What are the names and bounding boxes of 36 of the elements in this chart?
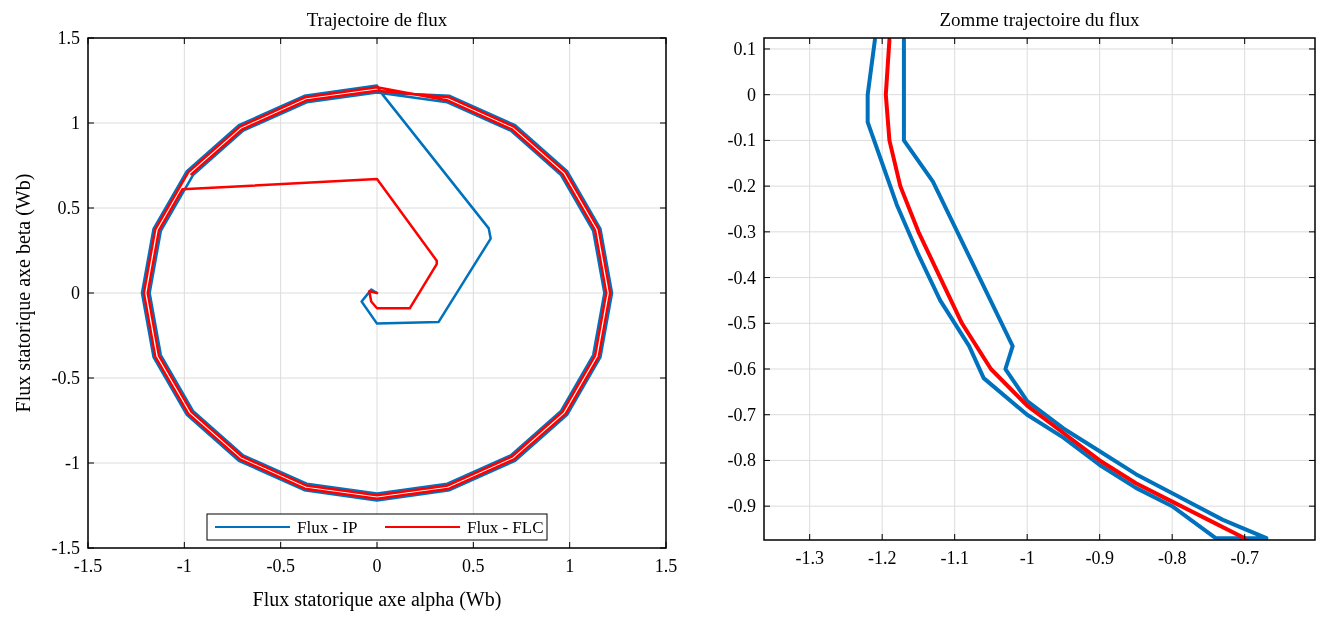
x-tick-label: -0.7 [1230,548,1259,568]
x-tick-label: 0.5 [462,556,485,576]
x-tick-label: 1 [565,556,575,576]
x-tick-label: -0.5 [266,556,295,576]
x-tick-label: -1 [1019,548,1035,568]
y-tick-label: -0.5 [727,313,756,334]
x-tick-label: -1 [176,556,192,576]
chart-title: Zomme trajectoire du flux [939,9,1140,30]
y-tick-label: -0.3 [727,221,756,242]
chart-title: Trajectoire de flux [306,9,448,30]
y-tick-label: -0.7 [727,404,756,425]
x-tick-label: -1.3 [795,548,824,568]
y-tick-label: -0.4 [727,267,756,288]
legend-label: Flux - FLC [467,518,544,537]
y-tick-label: -0.1 [727,130,756,151]
x-tick-label: 1.5 [654,556,678,576]
x-tick-label: 0 [372,556,382,576]
legend-label: Flux - IP [297,518,358,537]
x-tick-label: -0.8 [1157,548,1187,568]
y-tick-label: 0 [71,283,80,303]
y-tick-label: 0.5 [57,198,80,218]
x-axis-title: Flux statorique axe alpha (Wb) [252,588,502,611]
y-tick-label: -0.8 [727,450,756,471]
y-tick-label: -1 [65,453,80,473]
y-tick-label: 1.5 [57,28,80,48]
y-tick-label: 0.1 [733,38,756,59]
y-tick-label: -0.2 [727,176,756,197]
y-tick-label: -0.6 [727,359,756,380]
y-tick-label: 0 [747,84,756,105]
y-tick-label: -0.5 [51,368,80,388]
y-tick-label: 1 [71,113,80,133]
x-tick-label: -1.1 [940,548,969,568]
x-tick-label: -0.9 [1085,548,1114,568]
y-axis-title: Flux statorique axe beta (Wb) [12,173,35,413]
y-tick-label: -0.9 [727,496,756,517]
x-tick-label: -1.2 [867,548,897,568]
